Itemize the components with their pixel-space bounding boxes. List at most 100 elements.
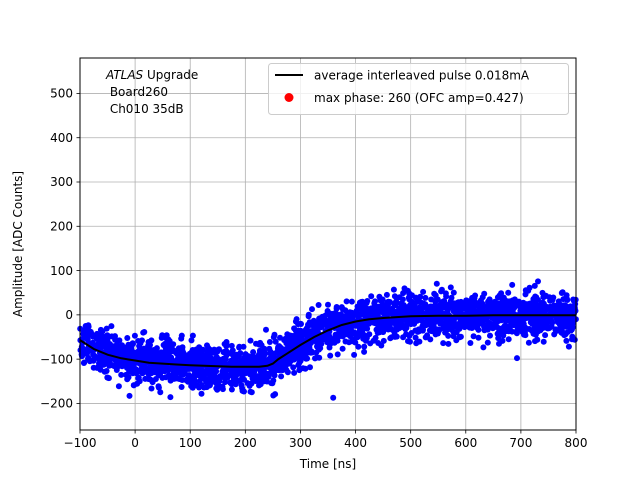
sample-point: [79, 351, 86, 358]
sample-point: [241, 354, 247, 361]
sample-point: [288, 339, 295, 345]
y-tick-label: 400: [50, 131, 73, 145]
sample-point: [364, 298, 371, 304]
sample-point: [189, 384, 196, 391]
sample-point: [103, 346, 110, 353]
sample-point: [159, 352, 166, 359]
x-tick-label: 200: [234, 436, 257, 450]
sample-point: [315, 302, 322, 308]
sample-point: [450, 289, 457, 296]
sample-point: [256, 382, 262, 389]
sample-point: [502, 317, 509, 324]
sample-point: [508, 302, 515, 309]
sample-point: [522, 291, 529, 298]
sample-point: [347, 333, 354, 340]
sample-point: [207, 369, 214, 376]
sample-point: [339, 331, 345, 338]
sample-point: [484, 326, 491, 333]
sample-point: [278, 373, 285, 380]
sample-point: [185, 366, 192, 372]
sample-point: [475, 334, 482, 341]
sample-point: [145, 368, 152, 375]
sample-point: [333, 305, 340, 312]
sample-point: [463, 297, 470, 304]
sample-point: [400, 334, 407, 341]
sample-point: [296, 367, 303, 374]
sample-point: [266, 339, 273, 345]
sample-point: [564, 297, 571, 303]
sample-point: [228, 342, 235, 349]
sample-point: [488, 300, 495, 307]
sample-point: [284, 369, 291, 376]
sample-point: [419, 327, 426, 334]
sample-point: [151, 351, 157, 358]
legend-entry-average-pulse: average interleaved pulse 0.018mA: [314, 69, 530, 83]
sample-point: [115, 383, 122, 390]
sample-point: [279, 365, 285, 372]
sample-point: [136, 343, 143, 349]
x-tick-label: 500: [399, 436, 422, 450]
sample-point: [90, 364, 97, 371]
sample-point: [261, 345, 268, 352]
sample-point: [159, 374, 166, 381]
sample-point: [510, 322, 517, 329]
annotation-line-3: Ch010 35dB: [106, 102, 184, 116]
sample-point: [559, 318, 565, 325]
sample-point: [392, 302, 399, 309]
sample-point: [478, 318, 485, 325]
sample-point: [445, 340, 452, 347]
sample-point: [153, 345, 160, 352]
sample-point: [467, 340, 474, 346]
sample-point: [152, 376, 159, 382]
sample-point: [499, 337, 506, 344]
sample-point: [205, 376, 212, 383]
sample-point: [433, 280, 440, 287]
sample-point: [374, 329, 381, 336]
sample-point: [457, 318, 464, 325]
sample-point: [350, 322, 357, 329]
sample-point: [97, 339, 104, 346]
sample-point: [357, 328, 364, 334]
sample-point: [378, 342, 385, 349]
sample-point: [365, 307, 372, 314]
sample-point: [108, 323, 115, 330]
sample-point: [223, 339, 230, 345]
sample-point: [473, 308, 480, 315]
average-pulse-layer: [79, 314, 576, 368]
sample-point: [440, 340, 447, 347]
sample-point: [327, 310, 334, 317]
sample-point: [287, 332, 294, 339]
sample-point: [327, 352, 334, 359]
sample-point: [422, 334, 429, 341]
sample-point: [214, 386, 221, 393]
sample-point: [108, 343, 115, 350]
sample-point: [446, 325, 453, 332]
sample-point: [308, 348, 315, 355]
sample-point: [330, 394, 337, 401]
sample-point: [247, 388, 254, 395]
sample-point: [103, 368, 110, 374]
sample-point: [246, 382, 253, 389]
y-tick-label: 500: [50, 87, 73, 101]
x-tick-label: 600: [454, 436, 477, 450]
y-axis-label: Amplitude [ADC Counts]: [11, 171, 25, 317]
sample-point: [131, 332, 138, 339]
sample-point: [452, 323, 459, 330]
sample-point: [239, 385, 246, 392]
sample-point: [145, 355, 152, 362]
sample-point: [181, 365, 188, 372]
y-tick-label: 200: [50, 219, 73, 233]
sample-point: [514, 355, 520, 362]
sample-point: [323, 322, 330, 328]
sample-point: [481, 290, 488, 297]
sample-point: [119, 342, 125, 349]
sample-point: [97, 359, 104, 366]
sample-point: [389, 327, 396, 334]
sample-point: [178, 335, 185, 342]
sample-point: [151, 364, 158, 371]
sample-point: [500, 303, 506, 310]
sample-point: [270, 352, 277, 358]
sample-point: [430, 323, 437, 330]
sample-point: [390, 286, 397, 293]
sample-point: [296, 359, 303, 366]
